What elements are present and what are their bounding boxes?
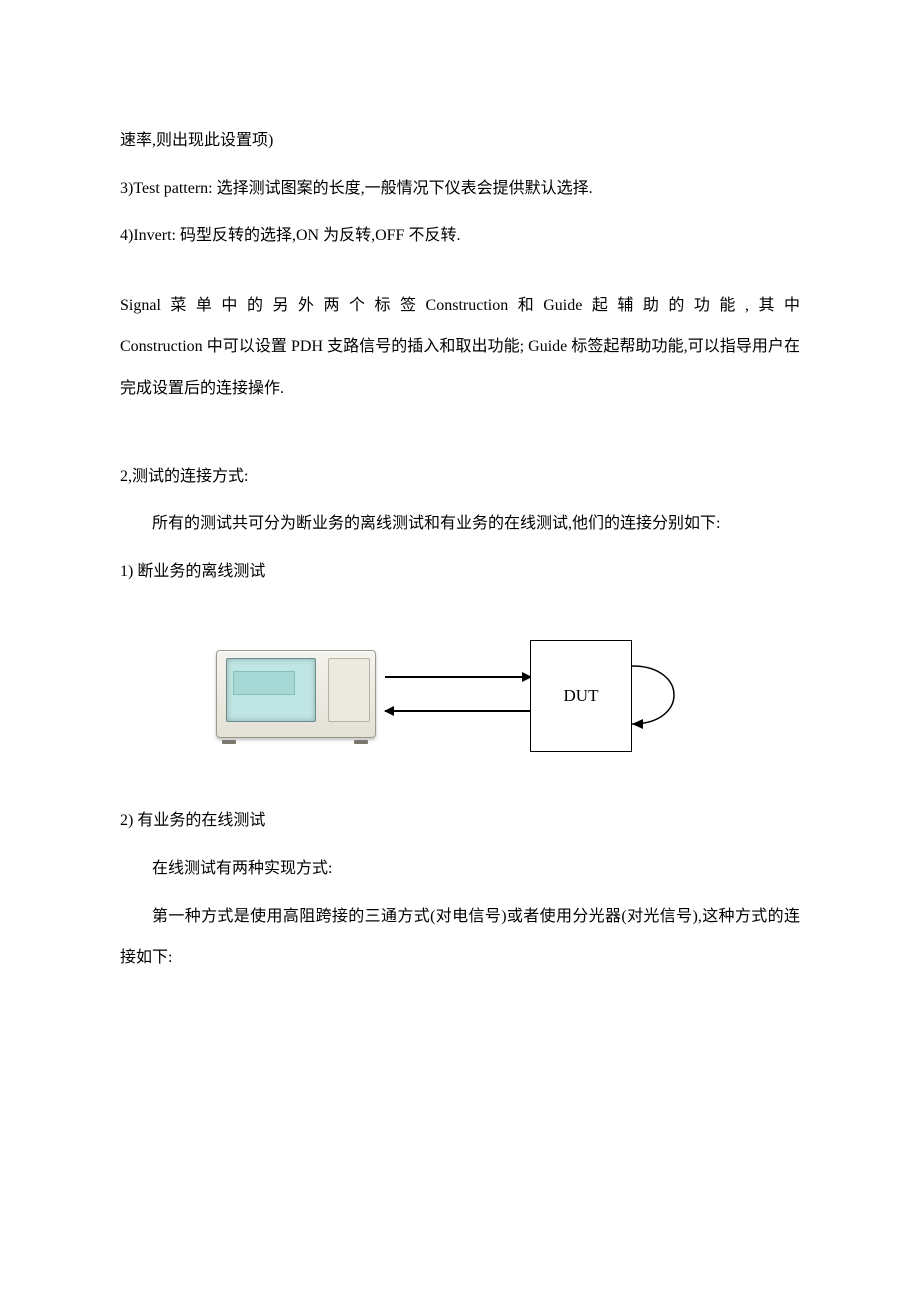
instrument-feet	[222, 740, 368, 744]
justified-word: Construction	[426, 285, 509, 327]
dut-box: DUT	[530, 640, 632, 752]
justified-word: 单	[196, 285, 212, 327]
justified-word: 能	[719, 285, 735, 327]
justified-word: 个	[349, 285, 365, 327]
paragraph-signal-menu-rest: Construction 中可以设置 PDH 支路信号的插入和取出功能; Gui…	[120, 326, 800, 409]
paragraph-test-pattern: 3)Test pattern: 选择测试图案的长度,一般情况下仪表会提供默认选择…	[120, 168, 800, 210]
justified-word: 助	[643, 285, 659, 327]
justified-word: 外	[298, 285, 314, 327]
instrument-panel	[328, 658, 370, 722]
justified-word: 功	[694, 285, 710, 327]
instrument-screen	[226, 658, 316, 722]
justified-word: 起	[592, 285, 608, 327]
justified-word: 和	[518, 285, 534, 327]
justified-word: Guide	[543, 285, 582, 327]
arrow-to-dut	[385, 676, 531, 678]
paragraph-signal-menu: Signal菜单中的另外两个标签Construction和Guide起辅助的功能…	[120, 285, 800, 410]
justified-word: 的	[668, 285, 684, 327]
document-page: 速率,则出现此设置项) 3)Test pattern: 选择测试图案的长度,一般…	[0, 0, 920, 1302]
justified-word: 菜	[170, 285, 186, 327]
paragraph-rate-note: 速率,则出现此设置项)	[120, 120, 800, 162]
offline-test-diagram: DUT	[210, 622, 710, 772]
test-instrument-icon	[210, 644, 380, 744]
paragraph-online-method1: 第一种方式是使用高阻跨接的三通方式(对电信号)或者使用分光器(对光信号),这种方…	[120, 896, 800, 979]
justified-word: 中	[784, 285, 800, 327]
heading-offline-test: 1) 断业务的离线测试	[120, 551, 800, 593]
paragraph-online-methods: 在线测试有两种实现方式:	[120, 848, 800, 890]
justified-word: 的	[247, 285, 263, 327]
justified-word: Signal	[120, 285, 161, 327]
loopback-arc	[632, 652, 706, 738]
justified-word: 标	[375, 285, 391, 327]
justified-word: 辅	[617, 285, 633, 327]
arrow-from-dut	[385, 710, 531, 712]
justified-word: 两	[323, 285, 339, 327]
dut-label: DUT	[564, 686, 599, 706]
justified-line: Signal菜单中的另外两个标签Construction和Guide起辅助的功能…	[120, 285, 800, 327]
justified-word: ,	[745, 285, 749, 327]
paragraph-invert: 4)Invert: 码型反转的选择,ON 为反转,OFF 不反转.	[120, 215, 800, 257]
justified-word: 中	[221, 285, 237, 327]
justified-word: 另	[272, 285, 288, 327]
heading-online-test: 2) 有业务的在线测试	[120, 800, 800, 842]
justified-word: 其	[758, 285, 774, 327]
heading-connection-mode: 2,测试的连接方式:	[120, 456, 800, 498]
paragraph-connection-intro: 所有的测试共可分为断业务的离线测试和有业务的在线测试,他们的连接分别如下:	[120, 503, 800, 545]
justified-word: 签	[400, 285, 416, 327]
